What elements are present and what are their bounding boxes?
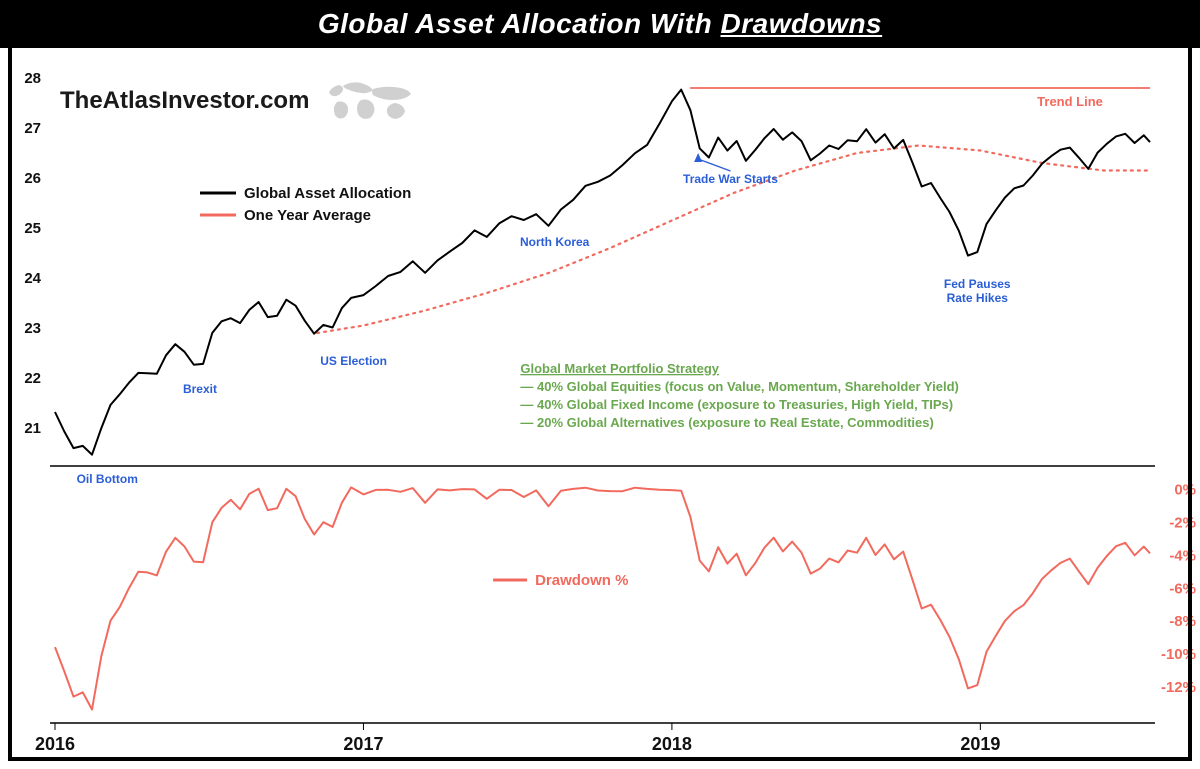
xtick-label: 2017 <box>343 734 383 754</box>
event-label: Trade War Starts <box>683 172 778 186</box>
ytick-label: 21 <box>24 420 41 437</box>
ytick-label: 25 <box>24 220 41 237</box>
title-bar: Global Asset Allocation With Drawdowns <box>0 0 1200 48</box>
ytick-label: 28 <box>24 70 41 87</box>
strategy-line: — 20% Global Alternatives (exposure to R… <box>520 415 933 430</box>
watermark-text: TheAtlasInvestor.com <box>60 87 309 115</box>
legend-label: One Year Average <box>244 207 371 224</box>
ytick-label: 0% <box>1174 481 1196 498</box>
event-label: Oil Bottom <box>77 472 138 486</box>
watermark: TheAtlasInvestor.com <box>60 80 413 122</box>
ytick-label: 24 <box>24 270 41 287</box>
event-label: US Election <box>320 354 387 368</box>
ytick-label: 26 <box>24 170 41 187</box>
ytick-label: -12% <box>1161 679 1196 696</box>
event-label: Brexit <box>183 382 217 396</box>
strategy-line: — 40% Global Equities (focus on Value, M… <box>520 379 958 394</box>
strategy-line: — 40% Global Fixed Income (exposure to T… <box>520 397 953 412</box>
event-arrow <box>698 159 730 171</box>
legend-label: Global Asset Allocation <box>244 185 411 202</box>
ytick-label: -6% <box>1169 580 1196 597</box>
drawdown-line <box>55 487 1150 709</box>
event-label: Rate Hikes <box>947 291 1009 305</box>
chart-title: Global Asset Allocation With Drawdowns <box>318 8 882 40</box>
ytick-label: -4% <box>1169 547 1196 564</box>
strategy-box: Global Market Portfolio Strategy — 40% Gl… <box>520 361 958 430</box>
drawdown-legend: Drawdown % <box>535 572 628 589</box>
lower-y-ticks: 0% -2% -4% -6% -8% -10% -12% <box>1161 481 1196 696</box>
chart-frame: Global Asset Allocation With Drawdowns 2… <box>0 0 1200 769</box>
strategy-header: Global Market Portfolio Strategy <box>520 361 719 376</box>
xtick-label: 2016 <box>35 734 75 754</box>
xtick-label: 2019 <box>960 734 1000 754</box>
world-icon <box>323 80 413 122</box>
chart-zone: 21 22 23 24 25 26 27 28 Trend Line 0% -2% -4% -6% -8%… <box>0 48 1200 769</box>
event-label: North Korea <box>520 235 590 249</box>
ytick-label: 27 <box>24 120 41 137</box>
event-arrowhead <box>694 153 702 162</box>
ytick-label: -10% <box>1161 646 1196 663</box>
event-label: Fed Pauses <box>944 277 1011 291</box>
ytick-label: 22 <box>24 370 41 387</box>
trend-line-label: Trend Line <box>1037 94 1103 109</box>
ytick-label: -8% <box>1169 613 1196 630</box>
drawdown-legend-label: Drawdown % <box>535 572 628 589</box>
x-ticks: 2016 2017 2018 2019 <box>35 723 1000 754</box>
chart-svg: 21 22 23 24 25 26 27 28 Trend Line 0% -2% -4% -6% -8%… <box>0 48 1200 769</box>
upper-y-ticks: 21 22 23 24 25 26 27 28 <box>24 70 41 437</box>
xtick-label: 2018 <box>652 734 692 754</box>
title-plain: Global Asset Allocation With <box>318 8 721 39</box>
ytick-label: -2% <box>1169 514 1196 531</box>
title-underlined: Drawdowns <box>721 8 883 39</box>
ytick-label: 23 <box>24 320 41 337</box>
